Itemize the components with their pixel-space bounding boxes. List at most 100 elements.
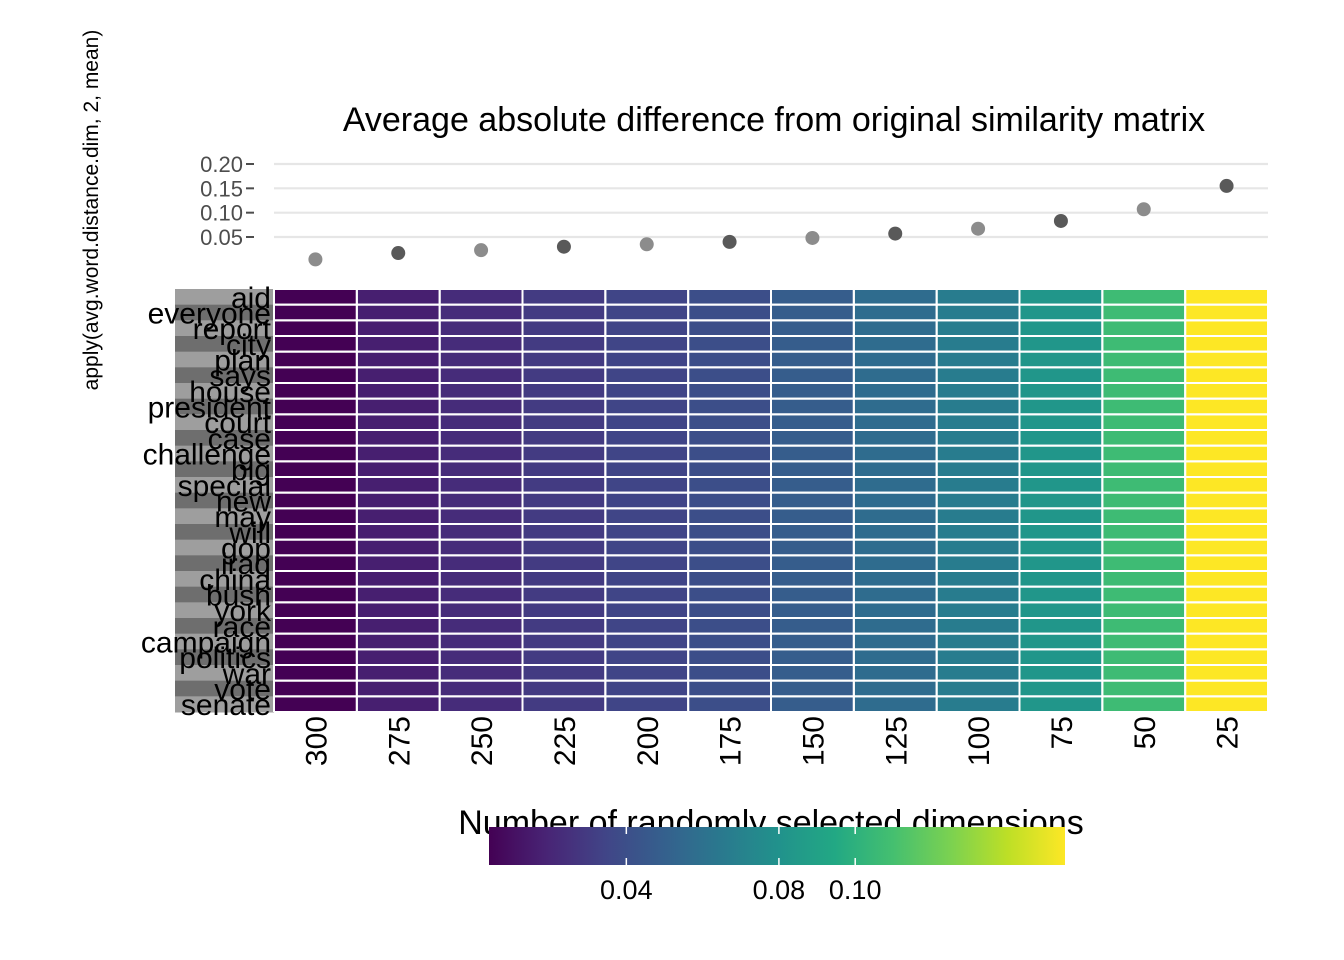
heatmap-cell: [1020, 525, 1102, 539]
heatmap-cell: [854, 321, 936, 335]
heatmap-cell: [772, 352, 853, 367]
row-strip: [175, 649, 274, 666]
heatmap-cell: [440, 634, 522, 649]
legend-ticks: 0.04 0.08 0.10: [600, 827, 881, 905]
heatmap-cell: [1103, 650, 1185, 664]
heatmap-cell: [440, 587, 522, 602]
heatmap-cell: [1020, 384, 1102, 398]
heatmap-cell: [523, 697, 605, 711]
heatmap-cell: [1020, 587, 1102, 602]
heatmap-cell: [1186, 587, 1267, 602]
heatmap-cell: [523, 681, 605, 696]
dot-point: [308, 252, 323, 267]
heatmap-cell: [440, 462, 522, 476]
row-label: race: [213, 611, 271, 644]
heatmap-cell: [772, 603, 853, 617]
heatmap-cell: [275, 666, 356, 680]
heatmap-cell: [1103, 352, 1185, 367]
heatmap-cell: [606, 478, 688, 492]
dot-plot-grid: [274, 162, 1268, 239]
heatmap-cell: [523, 493, 605, 508]
dot-point: [556, 239, 571, 254]
heatmap-cell: [275, 603, 356, 617]
dot-point: [971, 221, 986, 236]
heatmap-cell: [606, 587, 688, 602]
row-strip: [175, 524, 274, 541]
dot-point: [888, 226, 903, 241]
heatmap-cell: [854, 681, 936, 696]
heatmap-cell: [357, 493, 439, 508]
heatmap-cell: [1020, 681, 1102, 696]
heatmap-cell: [937, 321, 1019, 335]
row-strip: [175, 414, 274, 431]
heatmap-cell: [275, 587, 356, 602]
heatmap-cell: [440, 603, 522, 617]
x-tick-label: 25: [1212, 716, 1245, 749]
heatmap-cell: [523, 399, 605, 414]
row-label: vote: [214, 674, 271, 707]
row-label: senate: [181, 689, 271, 722]
heatmap-cell: [1103, 603, 1185, 617]
row-strip: [175, 430, 274, 447]
heatmap-cell: [440, 290, 522, 304]
heatmap-cell: [1103, 493, 1185, 508]
heatmap-cell: [606, 431, 688, 445]
heatmap-cell: [523, 478, 605, 492]
heatmap-cell: [606, 446, 688, 461]
heatmap-cell: [937, 352, 1019, 367]
heatmap-panel: aideveryonereportcityplansayshousepresid…: [141, 282, 1269, 766]
heatmap-cell: [440, 666, 522, 680]
heatmap-cell: [523, 446, 605, 461]
x-tick-labels: 300 275 250 225 200 175 150 125 100 75 50 25: [300, 716, 1244, 766]
row-strip: [175, 539, 274, 556]
heatmap-cell: [1020, 431, 1102, 445]
heatmap-cell: [1020, 572, 1102, 586]
row-label: war: [222, 658, 271, 691]
heatmap-cell: [357, 384, 439, 398]
heatmap-cell: [1020, 462, 1102, 476]
heatmap-cell: [1103, 462, 1185, 476]
heatmap-cell: [606, 509, 688, 523]
heatmap-cell: [1103, 681, 1185, 696]
heatmap-cell: [440, 619, 522, 633]
heatmap-cell: [1103, 321, 1185, 335]
heatmap-cell: [772, 462, 853, 476]
heatmap-cell: [275, 478, 356, 492]
heatmap-cell: [523, 290, 605, 304]
heatmap-cell: [772, 321, 853, 335]
heatmap-cell: [440, 368, 522, 382]
heatmap-cell: [1186, 478, 1267, 492]
heatmap-cell: [689, 619, 770, 633]
heatmap-cell: [937, 666, 1019, 680]
heatmap-cell: [606, 556, 688, 570]
heatmap-cell: [689, 384, 770, 398]
row-label: special: [178, 470, 271, 503]
heatmap-cell: [772, 384, 853, 398]
heatmap-cell: [854, 634, 936, 649]
heatmap-cell: [357, 650, 439, 664]
heatmap-cell: [440, 509, 522, 523]
heatmap-cell: [937, 368, 1019, 382]
heatmap-cell: [440, 650, 522, 664]
heatmap-cell: [357, 509, 439, 523]
row-label-strips: [175, 289, 274, 713]
heatmap-cell: [689, 305, 770, 320]
row-label: says: [209, 360, 271, 393]
heatmap-cell: [606, 681, 688, 696]
heatmap-cell: [275, 337, 356, 351]
row-label: everyone: [148, 298, 271, 331]
heatmap-cell: [1186, 619, 1267, 633]
heatmap-cell: [689, 634, 770, 649]
heatmap-cell: [689, 572, 770, 586]
heatmap-cell: [1020, 321, 1102, 335]
heatmap-cell: [1103, 525, 1185, 539]
heatmap-cell: [1020, 697, 1102, 711]
heatmap-cell: [357, 431, 439, 445]
heatmap-cell: [357, 587, 439, 602]
row-label: china: [199, 564, 271, 597]
legend-tick-label: 0.10: [829, 875, 882, 905]
row-label: york: [214, 595, 272, 628]
heatmap-cell: [854, 384, 936, 398]
heatmap-cell: [606, 525, 688, 539]
row-strip: [175, 367, 274, 384]
